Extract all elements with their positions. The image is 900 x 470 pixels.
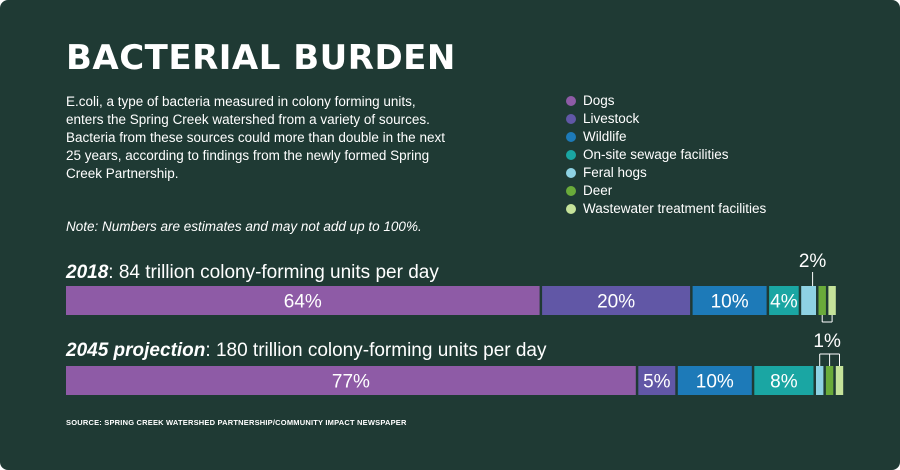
legend-label-sewage: On-site sewage facilities	[583, 147, 729, 162]
legend: Dogs Livestock Wildlife On-site sewage f…	[566, 92, 773, 218]
legend-swatch-sewage	[566, 150, 576, 160]
legend-item-wastewater: Wastewater treatment facilities	[566, 200, 773, 218]
legend-swatch-dogs	[566, 96, 576, 106]
row-year-2045: 2045 projection	[66, 340, 206, 361]
bar-segment-2045-sewage	[754, 366, 814, 395]
row-year-2018: 2018	[66, 262, 109, 283]
bar-label-2018-sewage: 4%	[770, 292, 798, 313]
bar-segment-2018-feral-hogs	[801, 286, 816, 315]
bar-label-2018-dogs: 64%	[284, 292, 322, 313]
intro-text: E.coli, a type of bacteria measured in c…	[66, 94, 445, 181]
legend-label-wildlife: Wildlife	[583, 129, 627, 144]
bar-segment-2045-wildlife	[677, 366, 752, 395]
legend-item-wildlife: Wildlife	[566, 128, 773, 146]
bar-segment-2045-dogs	[66, 366, 636, 395]
legend-label-feral-hogs: Feral hogs	[583, 165, 647, 180]
row-label-2045: 2045 projection: 180 trillion colony-for…	[66, 340, 547, 362]
bar-label-2018-wildlife: 10%	[711, 292, 749, 313]
legend-item-sewage: On-site sewage facilities	[566, 146, 773, 164]
bar-segment-2018-deer	[818, 286, 826, 315]
legend-label-deer: Deer	[583, 183, 613, 198]
legend-item-deer: Deer	[566, 182, 773, 200]
bar-label-2045-sewage: 8%	[770, 372, 798, 393]
legend-item-livestock: Livestock	[566, 110, 773, 128]
bar-label-2018-livestock: 20%	[597, 292, 635, 313]
callout-label-2045: 1%	[813, 331, 841, 352]
callout-label-2018: 2%	[799, 251, 827, 272]
legend-swatch-feral-hogs	[566, 168, 576, 178]
bar-segment-2018-wildlife	[692, 286, 767, 315]
row-desc-2018: : 84 trillion colony-forming units per d…	[108, 262, 439, 283]
bar-label-2045-wildlife: 10%	[696, 372, 734, 393]
legend-label-livestock: Livestock	[583, 111, 640, 126]
legend-label-dogs: Dogs	[583, 93, 615, 108]
legend-item-dogs: Dogs	[566, 92, 773, 110]
note-text: Note: Numbers are estimates and may not …	[66, 219, 422, 234]
bar-segment-2018-sewage	[769, 286, 799, 315]
infographic-title: BACTERIAL BURDEN	[66, 38, 456, 78]
bar-label-2045-dogs: 77%	[332, 372, 370, 393]
bar-segment-2045-feral-hogs	[816, 366, 824, 395]
bar-segment-2045-deer	[825, 366, 834, 395]
legend-item-feral-hogs: Feral hogs	[566, 164, 773, 182]
legend-swatch-deer	[566, 186, 576, 196]
legend-swatch-wildlife	[566, 132, 576, 142]
source-credit: SOURCE: SPRING CREEK WATERSHED PARTNERSH…	[66, 418, 407, 427]
bar-segment-2018-dogs	[66, 286, 540, 315]
bar-segment-2018-livestock	[542, 286, 691, 315]
legend-swatch-wastewater	[566, 204, 576, 214]
legend-label-wastewater: Wastewater treatment facilities	[583, 201, 767, 216]
bar-segment-2018-wastewater	[828, 286, 836, 315]
bar-segment-2045-wastewater	[835, 366, 844, 395]
row-desc-2045: : 180 trillion colony-forming units per …	[205, 340, 547, 361]
bar-label-2045-livestock: 5%	[643, 372, 671, 393]
row-label-2018: 2018: 84 trillion colony-forming units p…	[66, 262, 439, 284]
bar-segment-2045-livestock	[638, 366, 676, 395]
legend-swatch-livestock	[566, 114, 576, 124]
